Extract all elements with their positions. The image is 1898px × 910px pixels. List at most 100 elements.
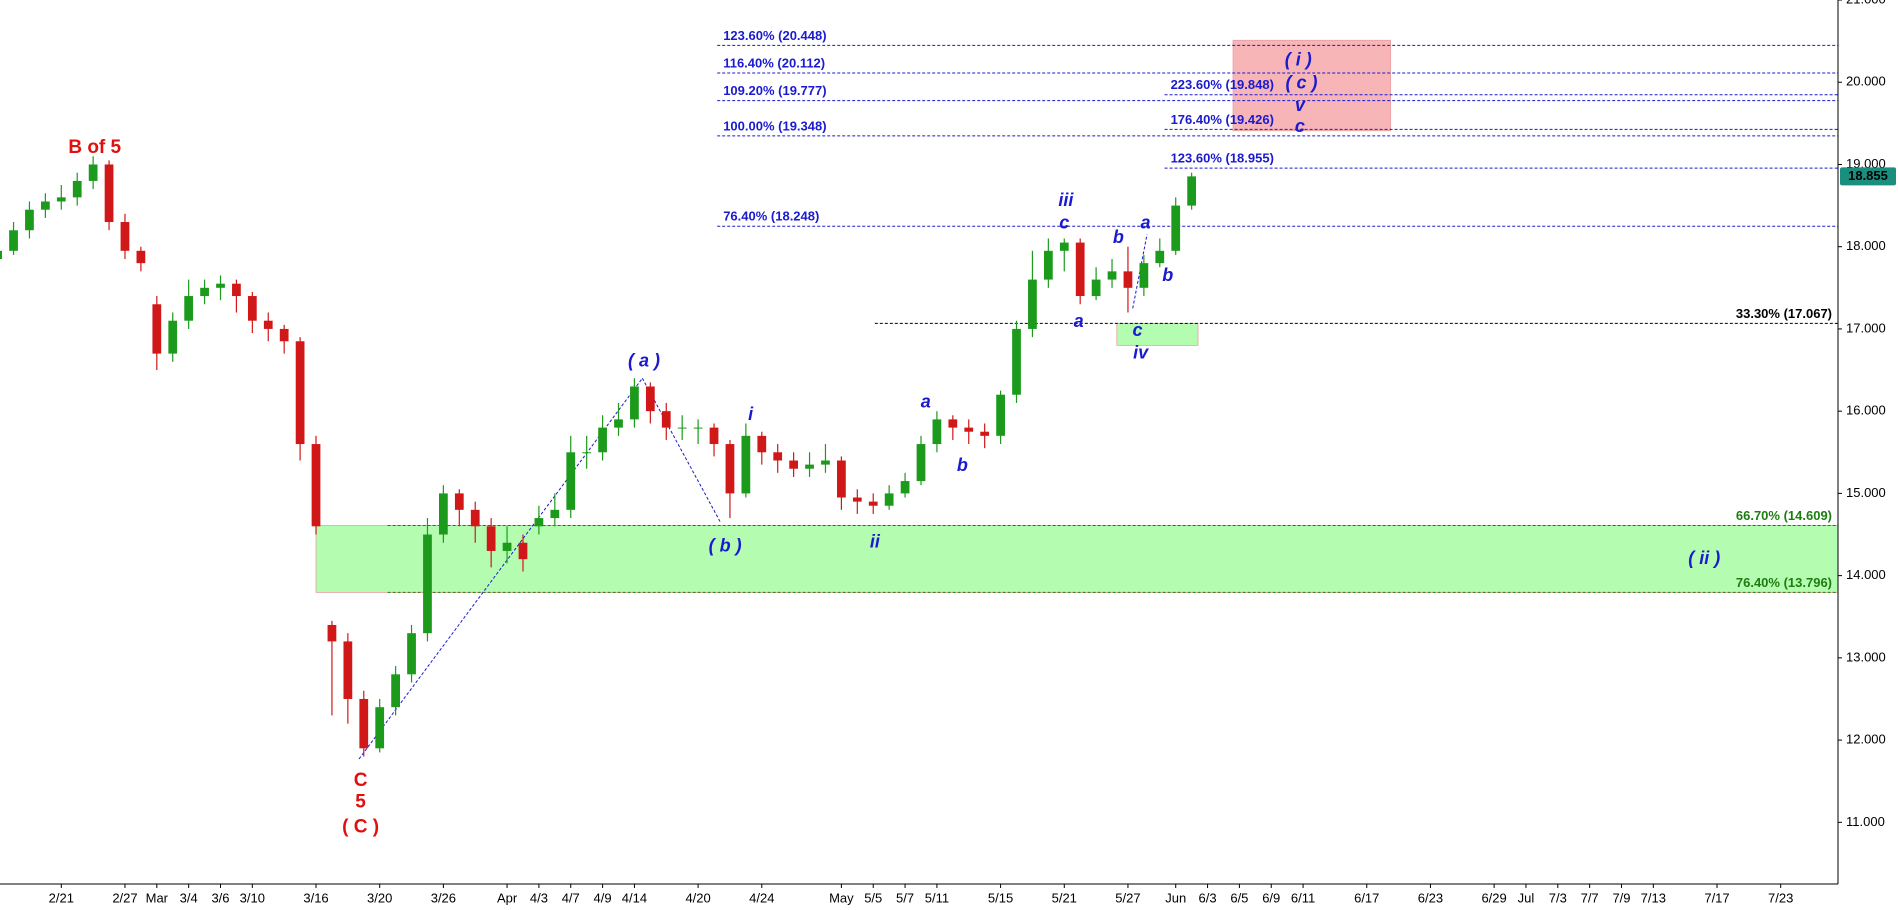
y-tick-label: 21.000 [1846, 0, 1886, 6]
y-tick-label: 15.000 [1846, 485, 1886, 500]
candle-body [359, 698, 369, 749]
candle-body [916, 444, 926, 482]
candle-body [1139, 263, 1149, 288]
candle-body [56, 197, 66, 202]
candle-body [964, 427, 974, 432]
candle-body [821, 460, 830, 465]
x-tick-label: 7/23 [1768, 890, 1793, 905]
candle-body [184, 296, 194, 321]
x-tick-label: 7/7 [1581, 890, 1599, 905]
candle-body [375, 707, 385, 749]
y-tick-label: 20.000 [1846, 74, 1886, 89]
level-label: 123.60% (20.448) [723, 28, 826, 43]
level-label: 176.40% (19.426) [1171, 112, 1274, 127]
wave-label: B of 5 [68, 137, 121, 158]
candle-body [709, 427, 719, 445]
x-tick-label: 7/3 [1549, 890, 1567, 905]
y-tick-label: 19.000 [1846, 156, 1886, 171]
candle-body [9, 230, 18, 251]
candle-body [645, 386, 655, 412]
candle-body [598, 427, 607, 453]
wave-label: b [1113, 227, 1124, 247]
candle-body [1107, 271, 1117, 280]
x-tick-label: Jun [1165, 890, 1186, 905]
wave-label: c [1059, 212, 1069, 232]
candle-body [518, 542, 528, 560]
candle-body [343, 641, 353, 699]
candle-body [423, 534, 432, 634]
candle-body [168, 320, 178, 354]
candle-body [630, 386, 639, 420]
candle-body [40, 201, 50, 210]
level-label: 109.20% (19.777) [723, 83, 826, 98]
candle-body [311, 444, 321, 527]
wave-label: C [354, 770, 368, 791]
candle-body [868, 501, 878, 506]
candle-body [1123, 271, 1133, 288]
x-tick-label: 4/3 [530, 890, 548, 905]
candle-body [1187, 176, 1197, 206]
candle-body [1059, 242, 1069, 251]
x-tick-label: 3/26 [431, 890, 456, 905]
level-label: 76.40% (13.796) [1736, 575, 1832, 590]
candle-body [1091, 279, 1101, 297]
x-tick-label: 5/15 [988, 890, 1013, 905]
trendline [641, 378, 721, 523]
candle-body [582, 452, 592, 454]
trendline [358, 377, 643, 760]
plot-area: 123.60% (20.448) 116.40% (20.112) 109.20% … [0, 28, 1838, 837]
x-tick-label: 6/23 [1418, 890, 1443, 905]
x-tick-label: 3/4 [180, 890, 198, 905]
candle-body [550, 509, 560, 519]
y-tick-label: 18.000 [1846, 238, 1886, 253]
wave-label: ( b ) [709, 536, 742, 556]
candle-body [1171, 205, 1181, 251]
last-price-badge [1840, 167, 1896, 186]
candle-body [486, 526, 496, 551]
candle-body [996, 394, 1005, 436]
candle-body [1028, 279, 1037, 329]
candle-body [1043, 250, 1053, 280]
wave-label: a [921, 392, 931, 412]
x-tick-label: 5/5 [864, 890, 882, 905]
zone [1232, 39, 1392, 132]
wave-label: c [1295, 116, 1305, 136]
y-tick-label: 17.000 [1846, 320, 1886, 335]
wave-label: b [1162, 265, 1173, 285]
candle-body [661, 411, 671, 428]
x-tick-label: 3/10 [240, 890, 265, 905]
candle-body [216, 283, 225, 288]
candle-body [677, 427, 687, 429]
x-tick-label: 3/6 [211, 890, 229, 905]
candle-body [502, 542, 512, 551]
wave-label: c [1132, 320, 1142, 340]
x-tick-label: 2/27 [112, 890, 137, 905]
x-tick-label: 5/11 [925, 890, 949, 905]
x-tick-label: Jul [1518, 890, 1535, 905]
x-tick-label: 5/27 [1115, 890, 1140, 905]
candle-body [534, 518, 544, 527]
candle-body [279, 328, 289, 342]
wave-label: ( C ) [342, 816, 379, 837]
last-price-label: 18.855 [1848, 168, 1888, 183]
candle-body [566, 452, 576, 510]
candle-body [295, 341, 305, 445]
candle-body [104, 164, 114, 223]
candle-body [980, 431, 990, 436]
x-tick-label: 7/9 [1612, 890, 1630, 905]
x-tick-label: Mar [146, 890, 169, 905]
x-tick-label: 6/3 [1199, 890, 1217, 905]
y-tick-label: 13.000 [1846, 649, 1886, 664]
candle-body [263, 320, 273, 329]
candle-body [805, 464, 814, 469]
candle-body [72, 180, 82, 198]
x-tick-label: 4/7 [562, 890, 580, 905]
candle-body [1075, 242, 1085, 297]
candle-body [741, 435, 751, 494]
x-tick-label: 6/9 [1262, 890, 1280, 905]
candle-body [948, 419, 958, 428]
candle-body [88, 164, 98, 181]
x-tick-label: Apr [497, 890, 518, 905]
wave-label: ( i ) [1285, 50, 1312, 70]
